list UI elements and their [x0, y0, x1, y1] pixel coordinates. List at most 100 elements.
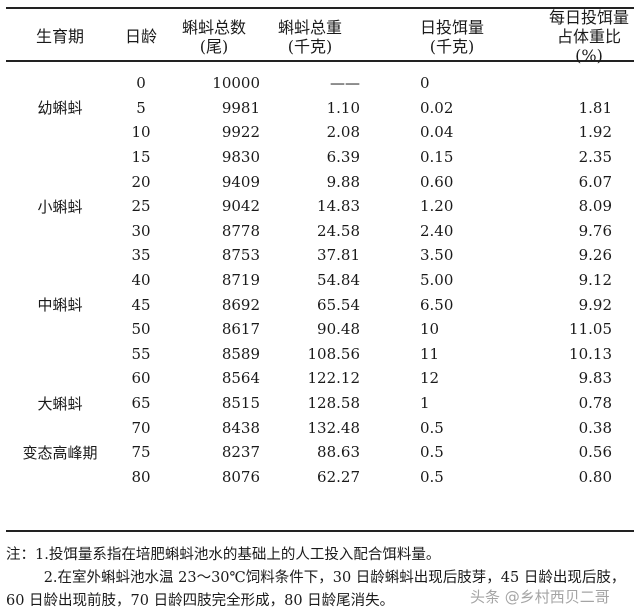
table-cell: 30 [131, 221, 151, 240]
table-row: 55 8589 108.56 11 10.13 [6, 342, 634, 367]
table-cell: 9.88 [326, 172, 360, 191]
table-cell: 8564 [221, 369, 260, 388]
table-cell: 70 [131, 418, 151, 437]
table-cell: 0.5 [420, 467, 444, 486]
table-row: 中蝌蚪 45 8692 65.54 6.50 9.92 [6, 292, 634, 317]
table-cell: 11 [420, 344, 440, 363]
table-cell: 0.02 [420, 98, 454, 117]
table-cell: 8617 [221, 320, 260, 339]
table-cell: 0.5 [420, 443, 444, 462]
table-cell: 90.48 [317, 320, 360, 339]
table-row: 小蝌蚪 25 9042 14.83 1.20 8.09 [6, 194, 634, 219]
table-cell: 60 [131, 369, 151, 388]
table-cell: 24.58 [317, 221, 360, 240]
stage-cell [6, 465, 114, 490]
table-row: 大蝌蚪 65 8515 128.58 1 0.78 [6, 391, 634, 416]
table-cell: 9.76 [578, 221, 612, 240]
table-cell: 9042 [221, 197, 260, 216]
table-cell: 14.83 [317, 197, 360, 216]
table-cell: 0.56 [578, 443, 612, 462]
table-cell: 9.92 [578, 295, 612, 314]
table-cell: 75 [131, 443, 151, 462]
table-cell: 12 [420, 369, 440, 388]
table-cell: 0.60 [420, 172, 454, 191]
stage-cell [6, 65, 114, 96]
note-1: 注：1.投饵量系指在培肥蝌蚪池水的基础上的人工投入配合饵料量。 [6, 547, 441, 563]
stage-cell [6, 268, 114, 293]
table-cell: 9830 [221, 148, 260, 167]
table-cell: 6.50 [420, 295, 454, 314]
table-row: 35 8753 37.81 3.50 9.26 [6, 243, 634, 268]
table-cell: 37.81 [317, 246, 360, 265]
table-cell: 8515 [221, 394, 260, 413]
table-row: 幼蝌蚪 5 9981 1.10 0.02 1.81 [6, 96, 634, 121]
table-cell: 0 [136, 74, 146, 93]
table-cell: 1.81 [578, 98, 612, 117]
table-cell: 5 [136, 98, 146, 117]
table-cell: 0.38 [578, 418, 612, 437]
table-row: 变态高峰期 75 8237 88.63 0.5 0.56 [6, 440, 634, 465]
table-cell: 128.58 [307, 394, 361, 413]
table-cell: 1.10 [326, 98, 360, 117]
table-row: 10 9922 2.08 0.04 1.92 [6, 120, 634, 145]
table-cell: 2.40 [420, 221, 454, 240]
note-2: 2.在室外蝌蚪池水温 23～30℃饲料条件下，30 日龄蝌蚪出现后肢芽，45 日… [6, 570, 626, 609]
table-cell: 8438 [221, 418, 260, 437]
column-header: 生育期 [35, 27, 84, 46]
stage-cell: 中蝌蚪 [37, 296, 83, 315]
tadpole-feeding-table: 生育期 日龄 蝌蚪总数 (尾) 蝌蚪总重 (千克) 日投饵量 (千克) 每日投饵量 占体重… [6, 8, 634, 489]
table-cell: 0.04 [420, 123, 454, 142]
watermark: 头条 @乡村西贝二哥 [470, 588, 610, 606]
table-cell: 0.80 [578, 467, 612, 486]
bottom-rule [6, 530, 634, 532]
table-cell: 1.20 [420, 197, 454, 216]
table-cell: 20 [131, 172, 151, 191]
column-header: 日投饵量 (千克) [419, 17, 484, 56]
table-cell: 0.15 [420, 148, 454, 167]
table-cell: 50 [131, 320, 151, 339]
table-cell: 10 [420, 320, 440, 339]
table-cell: 8719 [221, 271, 260, 290]
table-row: 60 8564 122.12 12 9.83 [6, 366, 634, 391]
table-row: 40 8719 54.84 5.00 9.12 [6, 268, 634, 293]
stage-cell [6, 145, 114, 170]
header-rule [6, 60, 634, 62]
table-cell: 15 [131, 148, 151, 167]
table-cell: 8589 [221, 344, 260, 363]
stage-cell [6, 219, 114, 244]
table-cell: 65.54 [317, 295, 360, 314]
table-row: 30 8778 24.58 2.40 9.76 [6, 219, 634, 244]
table-cell: 10.13 [569, 344, 612, 363]
table-row: 0 10000 —— 0 [6, 65, 634, 96]
table-cell: 0.78 [578, 394, 612, 413]
table-cell: 40 [131, 271, 151, 290]
header-row: 生育期 日龄 蝌蚪总数 (尾) 蝌蚪总重 (千克) 日投饵量 (千克) 每日投饵量 占体重… [6, 8, 634, 65]
table-cell: 8778 [221, 221, 260, 240]
table-cell: 6.39 [326, 148, 360, 167]
table-cell: 5.00 [420, 271, 454, 290]
table-cell: 8.09 [578, 197, 612, 216]
table-cell: 9922 [221, 123, 260, 142]
column-header: 日龄 [124, 27, 157, 46]
table-cell: 6.07 [578, 172, 612, 191]
stage-cell [6, 366, 114, 391]
stage-cell [6, 243, 114, 268]
table-cell: 54.84 [317, 271, 360, 290]
table-cell: 0.5 [420, 418, 444, 437]
table-cell: 132.48 [307, 418, 361, 437]
table-cell: 8753 [221, 246, 260, 265]
stage-cell [6, 169, 114, 194]
table-cell: 2.35 [578, 148, 612, 167]
table-cell: 1.92 [578, 123, 612, 142]
stage-cell [6, 342, 114, 367]
table-cell: 0 [420, 74, 430, 93]
table-cell: 45 [131, 295, 151, 314]
table-cell: 35 [131, 246, 151, 265]
stage-cell [6, 415, 114, 440]
table-cell: 10 [131, 123, 151, 142]
stage-cell: 小蝌蚪 [37, 197, 83, 216]
table-cell: 3.50 [420, 246, 454, 265]
table-row: 15 9830 6.39 0.15 2.35 [6, 145, 634, 170]
table-cell: 9.26 [578, 246, 612, 265]
table-cell: —— [330, 74, 360, 93]
